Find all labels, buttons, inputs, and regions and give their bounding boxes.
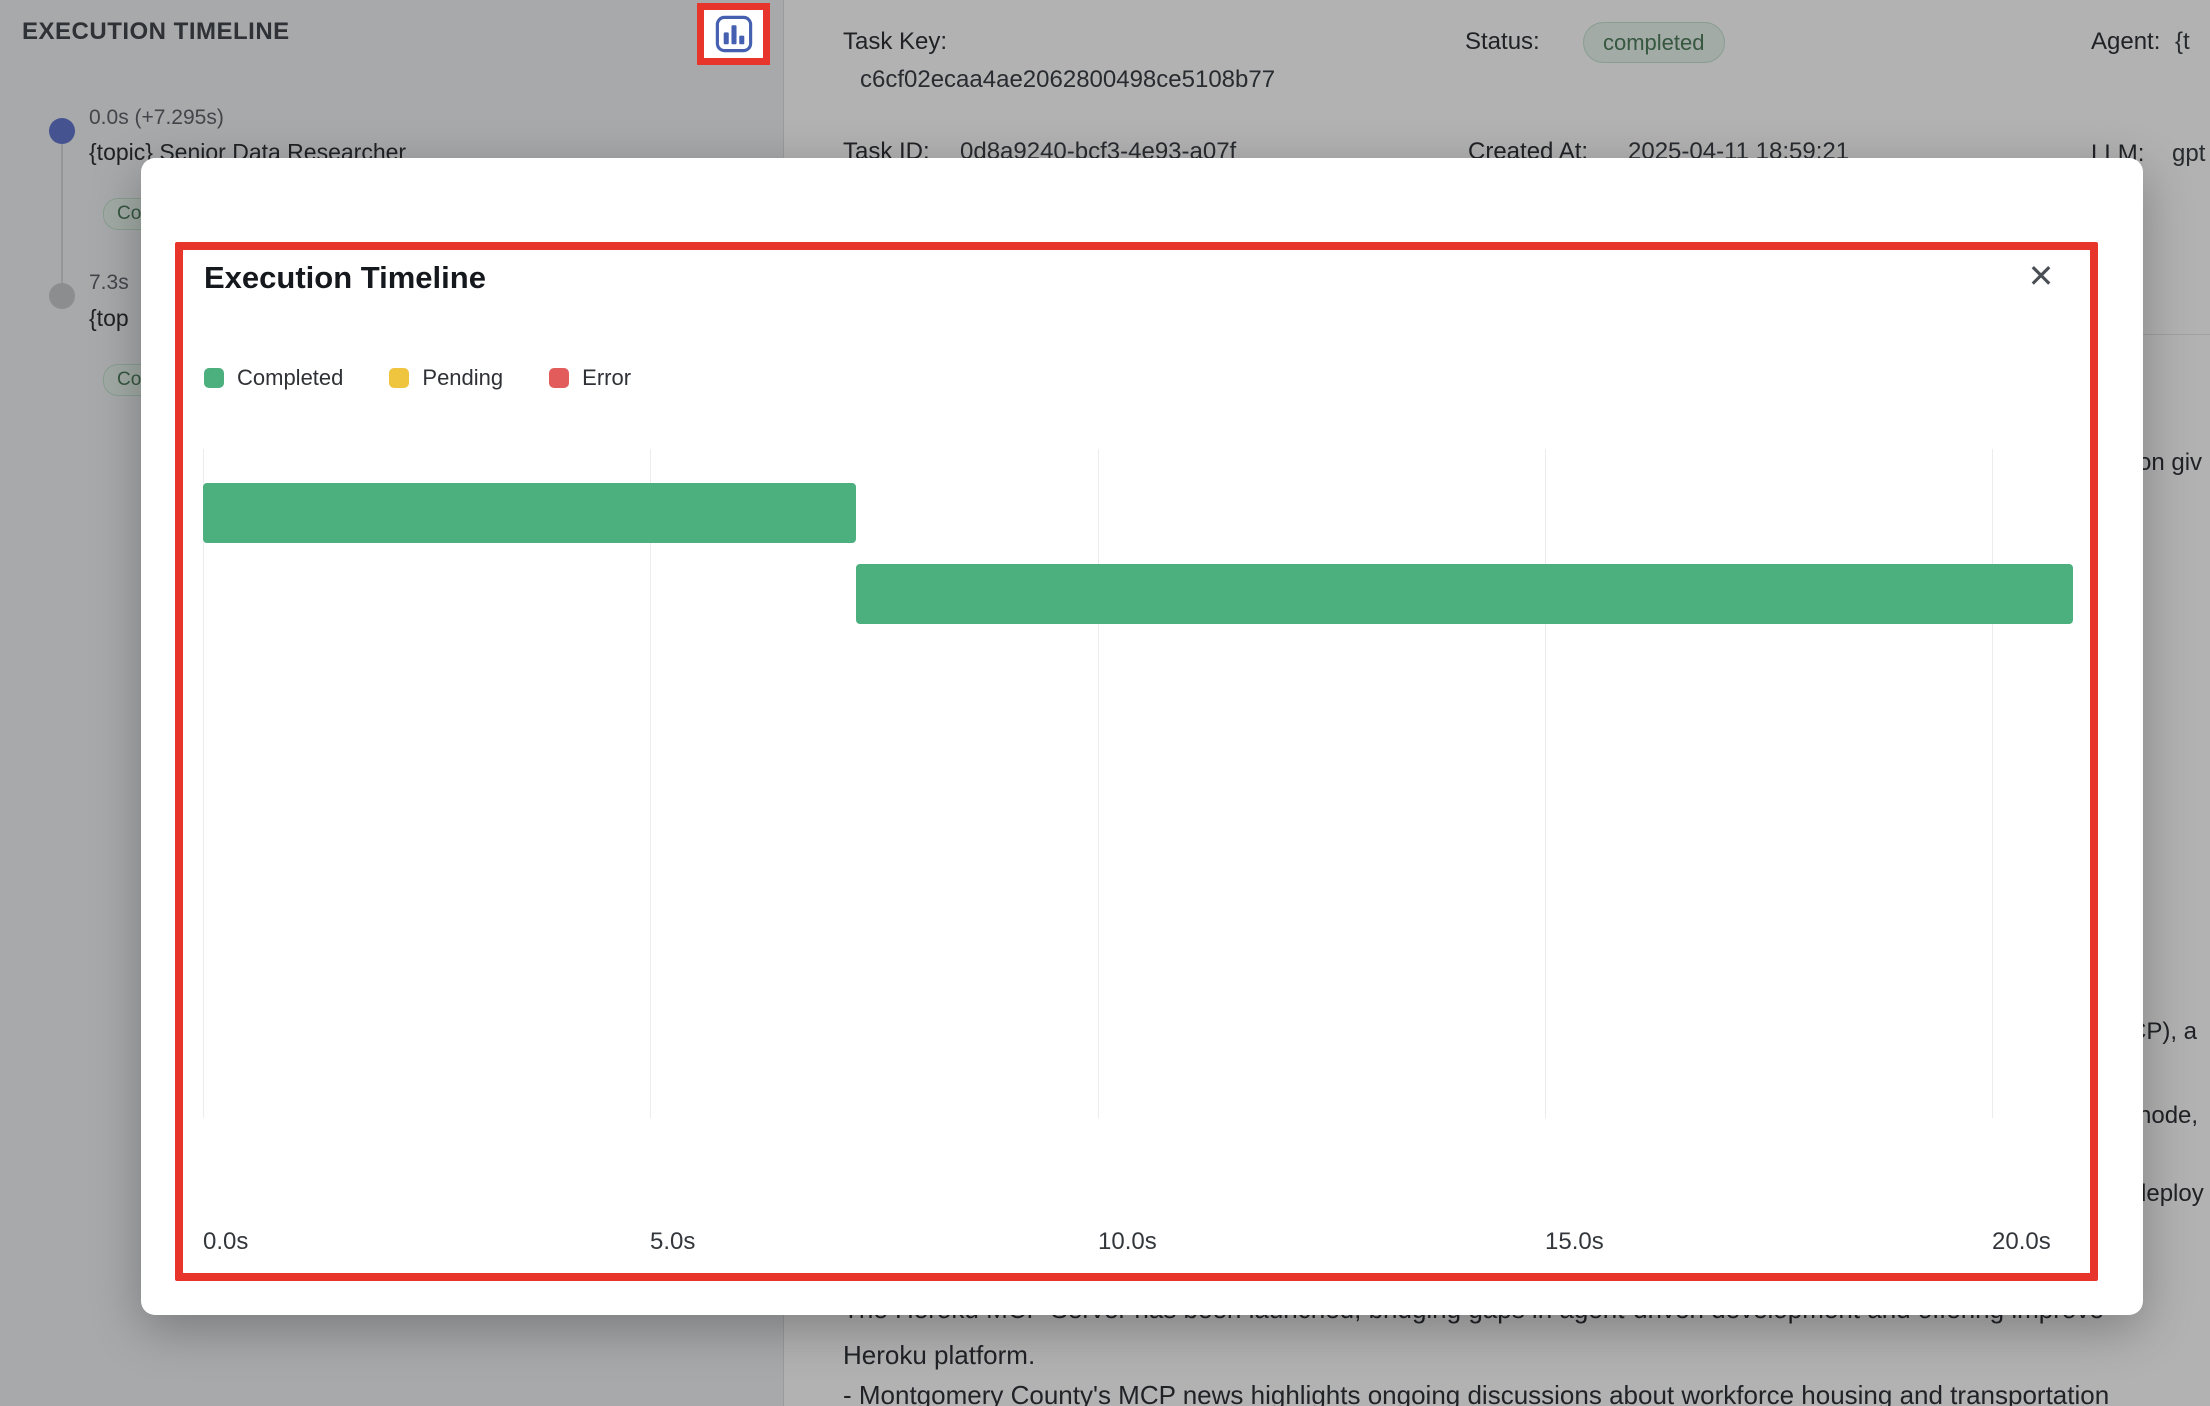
x-tick-label: 0.0s [203,1228,249,1255]
text-fragment: node, [2138,1102,2199,1129]
agent-label: Agent: [2091,28,2161,55]
x-tick-label: 20.0s [1992,1228,2051,1255]
text-fragment: deploy [2133,1180,2204,1207]
agent-value: {t [2175,28,2190,55]
gantt-plot: 0.0s 5.0s 10.0s 15.0s 20.0s [203,449,2073,1269]
task-output-line: - Montgomery County's MCP news highlight… [843,1380,2110,1406]
timeline-dot-active [49,118,75,144]
modal-legend: Completed Pending Error [204,363,631,393]
chart-button-annotation-box [697,3,770,65]
timeline-dot-idle [49,283,75,309]
gridline [650,449,651,1118]
modal-title: Execution Timeline [204,260,486,295]
status-badge: completed [1583,22,1725,63]
close-icon[interactable]: ✕ [2019,254,2063,298]
legend-swatch [204,368,224,388]
gridline [1992,449,1993,1118]
task-output-line: Heroku platform. [843,1340,1036,1370]
timeline-item-name[interactable]: {top [89,305,129,331]
open-timeline-chart-button[interactable] [712,12,756,56]
x-tick-label: 15.0s [1545,1228,1604,1255]
timeline-item-time: 7.3s [89,271,129,294]
x-tick-label: 5.0s [650,1228,696,1255]
status-label: Status: [1465,28,1540,55]
text-fragment: on giv [2138,449,2203,476]
gantt-chart: 0.0s 5.0s 10.0s 15.0s 20.0s [203,449,2073,1269]
gridline [1098,449,1099,1118]
gridline [1545,449,1546,1118]
execution-timeline-modal: Execution Timeline ✕ Completed Pending Err… [141,158,2143,1315]
legend-item-completed[interactable]: Completed [204,365,343,391]
gantt-bar-completed[interactable] [856,564,2073,624]
legend-label: Error [582,365,632,390]
bar-chart-icon [715,15,752,53]
legend-item-error[interactable]: Error [549,365,631,391]
gantt-bar-completed[interactable] [203,483,856,543]
legend-item-pending[interactable]: Pending [389,365,503,391]
legend-label: Pending [422,365,504,390]
llm-value: gpt [2172,140,2206,167]
x-tick-label: 10.0s [1098,1228,1157,1255]
gridline [203,449,204,1118]
sidebar-title: EXECUTION TIMELINE [22,18,290,45]
legend-label: Completed [237,365,344,390]
task-key-value: c6cf02ecaa4ae2062800498ce5108b77 [860,66,1276,93]
timeline-item-time: 0.0s (+7.295s) [89,106,224,129]
legend-swatch [549,368,570,388]
task-key-label: Task Key: [843,28,948,55]
legend-swatch [389,368,410,388]
timeline-connector [61,131,63,296]
